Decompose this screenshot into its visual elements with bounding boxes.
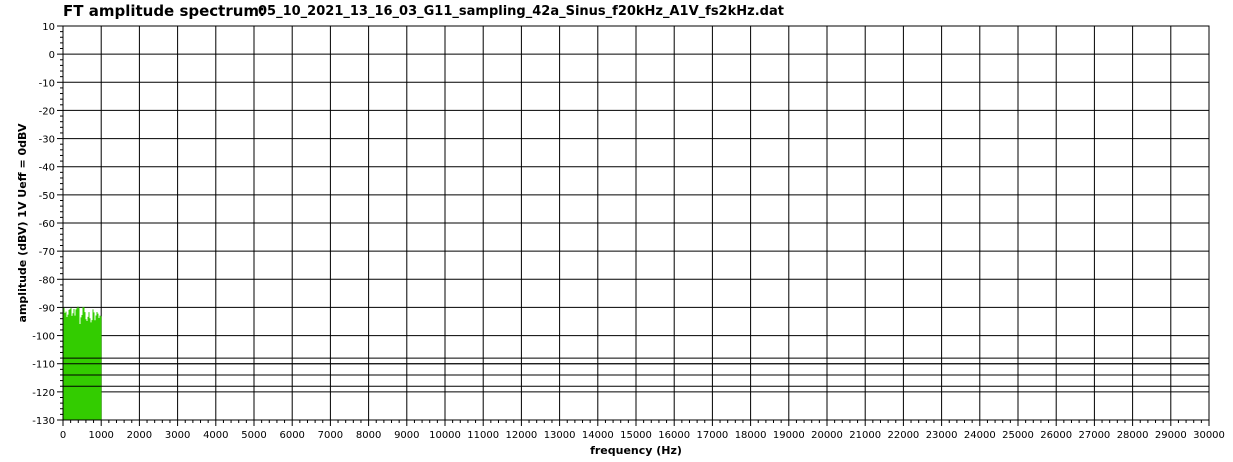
- x-tick-label: 22000: [887, 430, 919, 441]
- y-tick-label: -20: [39, 106, 55, 117]
- y-tick-label: -130: [32, 416, 55, 427]
- x-tick-label: 10000: [429, 430, 461, 441]
- x-tick-label: 23000: [926, 430, 958, 441]
- x-tick-label: 1000: [88, 430, 113, 441]
- y-tick-label: -80: [39, 275, 55, 286]
- y-tick-label: -60: [39, 219, 55, 230]
- x-tick-label: 21000: [849, 430, 881, 441]
- x-tick-label: 16000: [658, 430, 690, 441]
- x-tick-label: 26000: [1040, 430, 1072, 441]
- x-tick-label: 2000: [127, 430, 152, 441]
- y-tick-label: 0: [49, 50, 55, 61]
- x-tick-label: 28000: [1117, 430, 1149, 441]
- y-tick-label: -120: [32, 388, 55, 399]
- x-tick-label: 24000: [964, 430, 996, 441]
- y-axis-label: amplitude (dBV) 1V Ueff = 0dBV: [16, 123, 29, 322]
- x-tick-label: 12000: [505, 430, 537, 441]
- y-tick-label: -70: [39, 247, 55, 258]
- x-axis-label: frequency (Hz): [590, 444, 682, 457]
- x-tick-label: 18000: [735, 430, 767, 441]
- x-tick-label: 13000: [544, 430, 576, 441]
- x-tick-label: 7000: [318, 430, 343, 441]
- x-tick-label: 30000: [1193, 430, 1225, 441]
- x-tick-label: 9000: [394, 430, 419, 441]
- x-tick-label: 15000: [620, 430, 652, 441]
- x-tick-label: 25000: [1002, 430, 1034, 441]
- y-tick-label: -50: [39, 191, 55, 202]
- x-tick-label: 11000: [467, 430, 499, 441]
- x-tick-label: 27000: [1078, 430, 1110, 441]
- y-tick-label: -10: [39, 78, 55, 89]
- x-tick-label: 19000: [773, 430, 805, 441]
- y-tick-label: -90: [39, 303, 55, 314]
- tick-layer: 0 1000 2000 3000 4000 5000 6000 7000 8000 9000 100…: [32, 22, 1225, 441]
- reference-lines: [63, 357, 1209, 387]
- y-tick-label: -110: [32, 360, 55, 371]
- y-tick-label: -40: [39, 163, 55, 174]
- x-tick-label: 0: [60, 430, 66, 441]
- x-tick-label: 20000: [811, 430, 843, 441]
- x-tick-label: 14000: [582, 430, 614, 441]
- x-tick-label: 29000: [1155, 430, 1187, 441]
- x-tick-label: 8000: [356, 430, 381, 441]
- x-tick-label: 4000: [203, 430, 228, 441]
- chart-title: FT amplitude spectrum:: [63, 2, 266, 20]
- x-tick-label: 17000: [696, 430, 728, 441]
- x-tick-label: 5000: [241, 430, 266, 441]
- chart-filename: 05_10_2021_13_16_03_G11_sampling_42a_Sin…: [258, 4, 784, 19]
- y-tick-label: -100: [32, 332, 55, 343]
- y-tick-label: 10: [42, 22, 55, 33]
- x-tick-label: 3000: [165, 430, 190, 441]
- y-tick-label: -30: [39, 135, 55, 146]
- grid-layer: [63, 26, 1209, 420]
- x-tick-label: 6000: [279, 430, 304, 441]
